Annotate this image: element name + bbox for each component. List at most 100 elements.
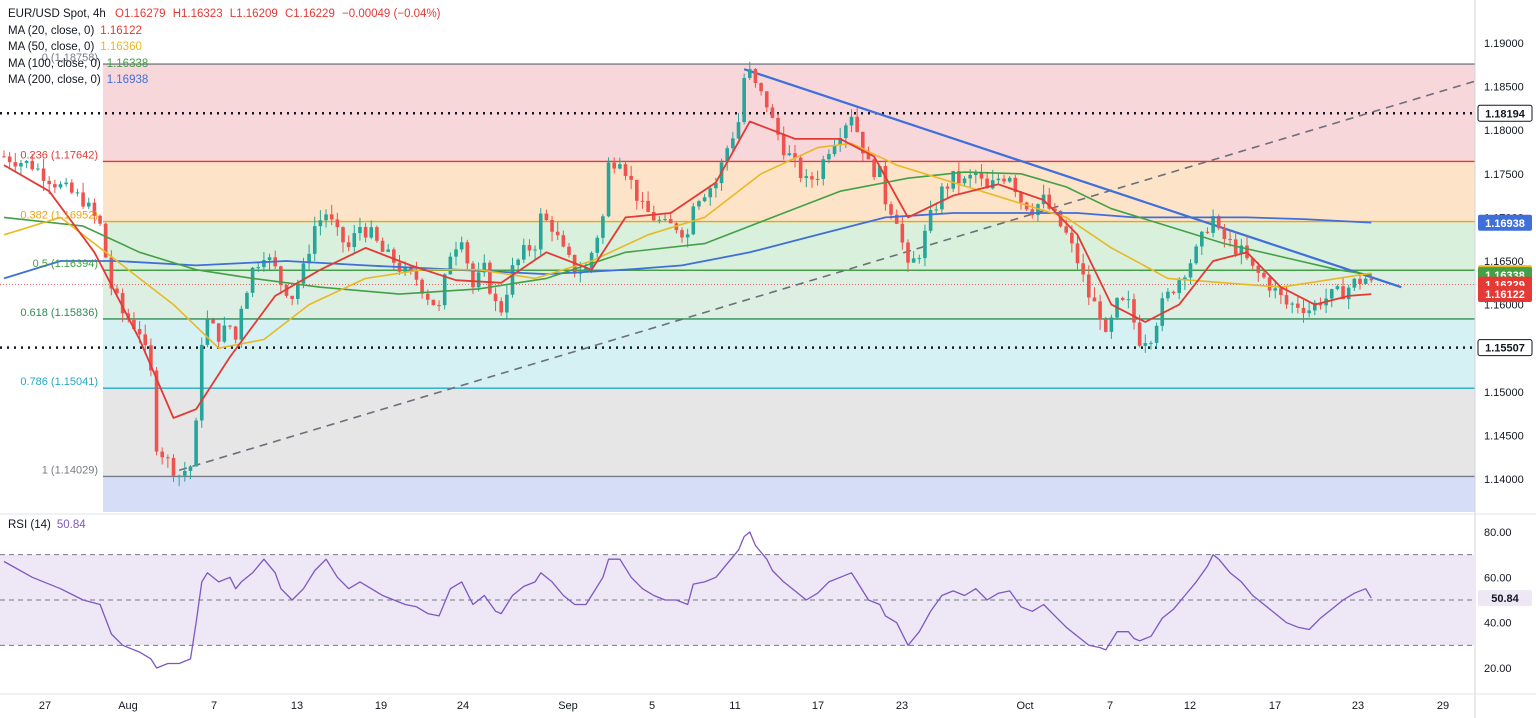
candle-body (318, 220, 323, 227)
candle-body (979, 172, 984, 179)
candle-body (149, 345, 153, 371)
candle-body (1239, 245, 1244, 255)
candle-body (618, 164, 622, 169)
trend-lines[interactable] (178, 64, 1530, 472)
candle-body (917, 258, 922, 260)
candle-body (1064, 226, 1068, 233)
candle-body (544, 213, 549, 221)
indicator-ma200[interactable]: MA (200, close, 0) 1.16938 (8, 72, 441, 89)
indicator-ma20[interactable]: MA (20, close, 0) 1.16122 (8, 23, 441, 40)
open-value: O1.16279 (115, 8, 166, 20)
rsi-legend[interactable]: RSI (14) 50.84 (8, 519, 86, 531)
candle-body (352, 233, 357, 248)
candle-body (24, 160, 29, 163)
time-axis[interactable]: 27 Aug 7 13 19 24 Sep 5 11 17 23 Oct 7 12 17 23 29 (0, 693, 1536, 712)
candle-body (92, 202, 97, 216)
indicator-label: MA (20, close, 0) (8, 24, 95, 37)
candle-body (488, 262, 492, 294)
candle-body (115, 288, 119, 294)
candle-body (143, 334, 148, 346)
candle-body (482, 262, 487, 273)
candle-body (1132, 299, 1136, 323)
candle-body (911, 258, 916, 263)
candle-body (928, 210, 933, 231)
candle-body (1228, 239, 1232, 241)
candle-body (171, 457, 176, 476)
price-tick-label: 1.16500 (1484, 256, 1524, 268)
time-tick-label: Aug (118, 700, 138, 712)
price-tick-label: 1.14500 (1484, 430, 1524, 442)
uptrend-line[interactable] (178, 64, 1530, 472)
candle-body (736, 122, 741, 139)
candle-body (329, 214, 334, 220)
candle-body (30, 160, 35, 170)
rsi-pane: 80.00 60.00 40.00 20.00 50.84 (0, 513, 1536, 675)
candle-body (1177, 280, 1181, 294)
candle-body (838, 137, 842, 146)
candle-body (1335, 286, 1340, 290)
candle-body (183, 470, 187, 476)
candle-body (1019, 192, 1023, 203)
rsi-value-badge-label: 50.84 (1491, 593, 1519, 605)
candle-body (1070, 232, 1074, 244)
candle-body (748, 69, 752, 78)
downtrend-line[interactable] (743, 68, 1402, 289)
candle-body (1007, 177, 1012, 182)
candle-body (974, 172, 978, 175)
time-tick-label: 19 (375, 700, 387, 712)
indicator-value: 1.16360 (100, 41, 142, 54)
time-tick-label: 13 (291, 700, 303, 712)
candle-body (137, 329, 142, 335)
candle-body (702, 197, 707, 202)
candle-body (855, 116, 859, 132)
candle-body (550, 220, 554, 232)
candle-body (1087, 274, 1091, 298)
candle-body (668, 219, 673, 224)
candle-body (199, 344, 204, 421)
ma20-line (3, 120, 1372, 419)
candle-body (284, 285, 289, 296)
candle-body (940, 186, 944, 210)
candle-body (1143, 343, 1148, 346)
moving-averages (3, 120, 1372, 419)
candle-body (81, 192, 85, 207)
indicator-value: 1.16122 (100, 24, 142, 37)
candle-body (1307, 310, 1311, 314)
candle-body (793, 153, 797, 158)
candle-body (13, 162, 18, 167)
candle-body (53, 184, 57, 188)
fib-zone (103, 161, 1475, 222)
candle-body (764, 91, 769, 108)
candle-body (1250, 258, 1255, 266)
candle-body (1183, 277, 1187, 281)
price-axis[interactable]: 1.190001.185001.180001.175001.170001.165… (1474, 0, 1536, 718)
candle-body (1109, 317, 1114, 332)
fibonacci-zones (103, 63, 1475, 512)
price-badge-label: 1.18194 (1485, 108, 1526, 120)
candle-body (770, 107, 775, 118)
candle-body (471, 263, 475, 288)
candle-body (70, 182, 74, 193)
candle-body (985, 178, 989, 189)
indicator-ma100[interactable]: MA (100, close, 0) 1.16338 (8, 56, 441, 73)
candle-body (1075, 243, 1080, 264)
candle-body (510, 265, 515, 295)
candle-body (1126, 299, 1131, 301)
candle-body (663, 219, 667, 221)
candle-body (815, 178, 820, 180)
candle-body (1160, 298, 1165, 326)
candle-body (363, 226, 368, 238)
symbol-title[interactable]: EUR/USD Spot, 4h (8, 8, 106, 20)
candle-body (437, 305, 441, 307)
candle-body (1313, 302, 1317, 311)
candle-body (188, 466, 193, 471)
candle-body (685, 234, 690, 238)
candle-body (409, 267, 413, 272)
candle-body (335, 219, 340, 228)
candle-body (951, 171, 955, 189)
indicator-ma50[interactable]: MA (50, close, 0) 1.16360 (8, 39, 441, 56)
candle-body (533, 249, 537, 251)
candle-body (369, 227, 374, 238)
candle-body (1036, 204, 1040, 216)
